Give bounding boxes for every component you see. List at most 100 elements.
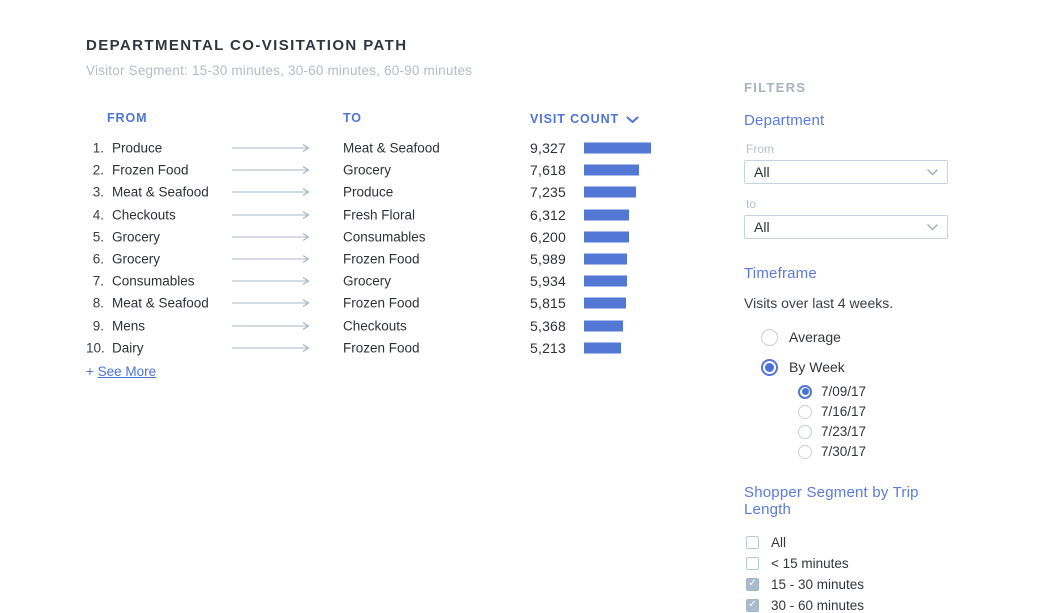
arrow-right-icon <box>232 187 313 197</box>
row-rank: 5. <box>92 229 104 245</box>
radio-week-7-16-17[interactable]: 7/16/17 <box>798 404 960 419</box>
chevron-down-icon <box>927 168 938 176</box>
checkbox-trip-length-label: 30 - 60 minutes <box>771 597 865 613</box>
visitor-segment-subtitle: Visitor Segment: 15-30 minutes, 30-60 mi… <box>86 63 473 78</box>
row-rank: 9. <box>92 318 104 334</box>
filters-heading: FILTERS <box>744 80 807 95</box>
radio-average[interactable]: Average <box>761 328 960 346</box>
arrow-right-icon <box>232 143 313 153</box>
row-to-label: Consumables <box>343 229 426 245</box>
visit-count-sort-header[interactable]: VISIT COUNT <box>530 111 639 127</box>
row-visit-count: 5,213 <box>530 339 567 356</box>
row-rank: 10. <box>86 340 105 356</box>
row-rank: 8. <box>92 295 104 311</box>
row-to-label: Frozen Food <box>343 295 420 311</box>
radio-icon <box>798 384 812 399</box>
see-more-link[interactable]: + See More <box>86 364 156 379</box>
check-icon: ✓ <box>746 577 759 591</box>
row-rank: 3. <box>92 184 104 200</box>
shopper-segment-section-heading: Shopper Segment by Trip Length <box>744 484 919 518</box>
department-from-value: All <box>754 164 770 180</box>
table-row: 10. Dairy Frozen Food 5,213 <box>86 337 746 359</box>
row-visit-count: 5,368 <box>530 317 567 334</box>
row-from-label: Consumables <box>112 273 195 289</box>
row-rank: 2. <box>92 162 104 178</box>
checkbox-icon <box>746 535 759 549</box>
column-header-visit-count: VISIT COUNT <box>530 112 620 126</box>
radio-icon <box>761 358 778 376</box>
timeframe-section-heading: Timeframe <box>744 265 817 282</box>
see-more-label: See More <box>97 364 157 379</box>
row-visit-count: 5,934 <box>530 273 567 290</box>
table-row: 7. Consumables Grocery 5,934 <box>86 270 746 292</box>
filters-panel: FILTERS Department From All to All Timef… <box>744 80 960 613</box>
checkbox-trip-length-label: 15 - 30 minutes <box>771 576 865 592</box>
row-visit-count: 7,235 <box>530 184 567 201</box>
radio-icon <box>798 404 812 419</box>
radio-week-label: 7/30/17 <box>821 444 867 459</box>
row-from-label: Meat & Seafood <box>112 295 209 311</box>
arrow-right-icon <box>232 254 313 264</box>
row-rank: 6. <box>92 251 104 267</box>
row-to-label: Checkouts <box>343 318 407 334</box>
row-from-label: Checkouts <box>112 207 176 223</box>
row-to-label: Frozen Food <box>343 340 420 356</box>
visit-count-bar <box>584 209 629 221</box>
radio-week-7-09-17[interactable]: 7/09/17 <box>798 384 960 399</box>
column-header-from: FROM <box>107 111 148 125</box>
row-from-label: Grocery <box>112 229 161 245</box>
covisitation-rows: 1. Produce Meat & Seafood 9,327 2. Frozen Foo… <box>86 137 746 359</box>
radio-week-7-23-17[interactable]: 7/23/17 <box>798 424 960 439</box>
visit-count-bar <box>584 164 639 176</box>
row-visit-count: 7,618 <box>530 162 567 179</box>
radio-week-label: 7/09/17 <box>821 384 867 399</box>
trip-length-checkbox-group: All < 15 minutes ✓ 15 - 30 minutes ✓ 30 - 60 … <box>746 535 960 613</box>
checkbox-icon <box>746 556 759 570</box>
table-row: 9. Mens Checkouts 5,368 <box>86 315 746 337</box>
checkbox-trip-length[interactable]: ✓ 15 - 30 minutes <box>746 576 960 592</box>
checkbox-trip-length[interactable]: < 15 minutes <box>746 556 960 571</box>
chevron-down-icon <box>927 223 938 231</box>
arrow-right-icon <box>232 165 313 175</box>
page-title: DEPARTMENTAL CO-VISITATION PATH <box>86 37 408 54</box>
radio-by-week[interactable]: By Week <box>761 358 960 376</box>
row-rank: 4. <box>92 207 104 223</box>
department-section-heading: Department <box>744 112 825 129</box>
row-visit-count: 6,312 <box>530 206 567 223</box>
arrow-right-icon <box>232 210 313 220</box>
radio-icon <box>798 424 812 439</box>
checkbox-trip-length[interactable]: ✓ 30 - 60 minutes <box>746 597 960 613</box>
row-from-label: Mens <box>112 318 146 334</box>
visit-count-bar <box>584 320 623 332</box>
visit-count-bar <box>584 142 651 154</box>
visit-count-bar <box>584 275 627 287</box>
department-from-select[interactable]: All <box>744 160 948 184</box>
arrow-right-icon <box>232 298 313 308</box>
covisitation-table: FROM TO VISIT COUNT 1. Produce Meat & Seaf… <box>86 110 746 359</box>
row-visit-count: 6,200 <box>530 228 567 245</box>
department-to-value: All <box>754 219 770 235</box>
radio-by-week-label: By Week <box>789 359 845 375</box>
table-row: 3. Meat & Seafood Produce 7,235 <box>86 181 746 203</box>
table-header-row: FROM TO VISIT COUNT <box>86 110 746 137</box>
visit-count-bar <box>584 186 636 198</box>
row-from-label: Grocery <box>112 251 161 267</box>
see-more-prefix: + <box>86 364 98 379</box>
visit-count-bar <box>584 253 627 265</box>
row-to-label: Grocery <box>343 162 392 178</box>
table-row: 6. Grocery Frozen Food 5,989 <box>86 248 746 270</box>
timeframe-radio-group: Average By Week 7/09/17 7/16/17 7/23/17 7/3… <box>744 328 960 459</box>
radio-week-7-30-17[interactable]: 7/30/17 <box>798 444 960 459</box>
arrow-right-icon <box>232 321 313 331</box>
table-row: 5. Grocery Consumables 6,200 <box>86 226 746 248</box>
row-to-label: Fresh Floral <box>343 207 416 223</box>
checkbox-trip-length[interactable]: All <box>746 535 960 550</box>
column-header-to: TO <box>343 111 362 125</box>
arrow-right-icon <box>232 343 313 353</box>
row-visit-count: 9,327 <box>530 140 567 157</box>
timeframe-description: Visits over last 4 weeks. <box>744 295 894 311</box>
radio-icon <box>798 444 812 459</box>
arrow-right-icon <box>232 232 313 242</box>
department-to-select[interactable]: All <box>744 215 948 239</box>
row-to-label: Meat & Seafood <box>343 140 440 156</box>
